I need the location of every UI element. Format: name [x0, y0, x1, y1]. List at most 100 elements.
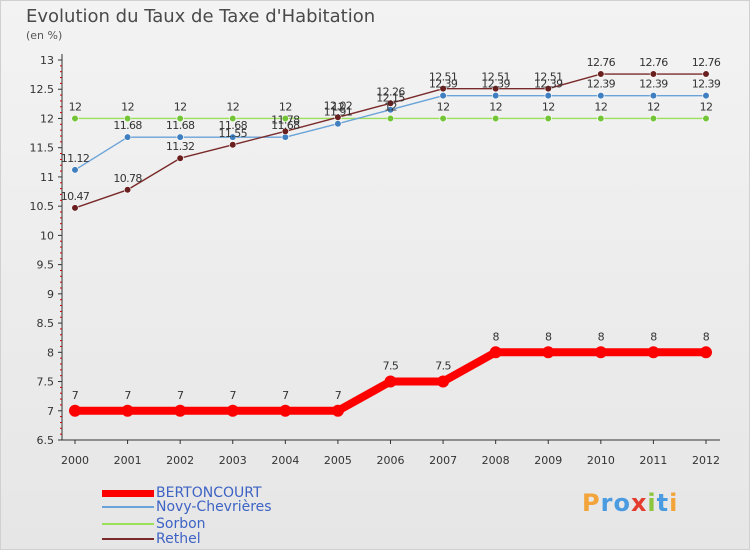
- point-sorbon: [544, 114, 552, 123]
- point-bertoncourt: [437, 375, 450, 388]
- legend-swatch-bertoncourt: [102, 489, 154, 497]
- data-label-sorbon: 12: [594, 100, 607, 113]
- logo-letter: t: [656, 489, 670, 517]
- y-tick-label: 9: [47, 288, 54, 301]
- point-sorbon: [597, 114, 605, 123]
- point-bertoncourt: [226, 404, 239, 417]
- y-tick-label: 13: [40, 54, 54, 67]
- y-tick-label: 11.5: [30, 142, 55, 155]
- point-rethel: [649, 70, 658, 78]
- point-rethel: [439, 85, 447, 93]
- point-sorbon: [702, 114, 710, 123]
- point-bertoncourt: [384, 375, 397, 388]
- data-label-bertoncourt: 8: [492, 330, 499, 343]
- data-label-sorbon: 12: [700, 100, 713, 113]
- point-bertoncourt: [69, 404, 81, 417]
- legend-item-sorbon[interactable]: Sorbon: [102, 516, 206, 532]
- data-label-novy-chevri-res: 12.39: [692, 78, 721, 91]
- point-rethel: [71, 204, 79, 212]
- logo-letter: o: [613, 489, 631, 517]
- series-layer: [69, 70, 712, 417]
- x-tick-label: 2008: [482, 454, 510, 467]
- legend-swatch-rethel: [102, 538, 154, 540]
- point-rethel: [229, 141, 237, 149]
- data-label-sorbon: 12: [647, 100, 660, 113]
- y-tick-label: 8: [47, 346, 54, 359]
- point-sorbon: [492, 114, 500, 123]
- data-label-bertoncourt: 8: [545, 330, 552, 343]
- point-rethel: [176, 154, 184, 162]
- x-tick-label: 2005: [324, 454, 352, 467]
- data-label-novy-chevri-res: 11.91: [324, 106, 353, 119]
- data-label-sorbon: 12: [279, 100, 292, 113]
- data-label-novy-chevri-res: 12.39: [587, 78, 616, 91]
- y-tick-label: 7.5: [37, 376, 55, 389]
- data-label-sorbon: 12: [174, 100, 187, 113]
- legend-item-bertoncourt[interactable]: BERTONCOURT: [102, 485, 262, 501]
- data-label-sorbon: 12: [69, 100, 82, 113]
- data-label-sorbon: 12: [437, 100, 450, 113]
- point-rethel: [123, 186, 132, 194]
- x-tick-label: 2010: [587, 454, 615, 467]
- point-rethel: [492, 85, 500, 93]
- y-tick-label: 8.5: [37, 317, 55, 330]
- point-sorbon: [281, 114, 289, 123]
- logo-letter: x: [630, 489, 648, 517]
- point-bertoncourt: [174, 404, 187, 417]
- logo-letter: P: [582, 489, 601, 517]
- data-label-novy-chevri-res: 11.68: [271, 119, 300, 132]
- point-novy-chevri-res: [123, 133, 132, 141]
- y-tick-label: 6.5: [37, 434, 55, 447]
- y-tick-label: 9.5: [37, 259, 55, 272]
- data-label-rethel: 11.55: [219, 127, 248, 140]
- data-label-rethel: 11.32: [166, 140, 195, 153]
- y-tick-label: 10: [40, 229, 54, 242]
- data-label-bertoncourt: 8: [598, 330, 605, 343]
- legend-item-rethel[interactable]: Rethel: [102, 531, 201, 547]
- data-label-rethel: 12.76: [587, 56, 616, 69]
- point-novy-chevri-res: [71, 166, 79, 174]
- data-label-novy-chevri-res: 12.39: [639, 78, 668, 91]
- y-tick-label: 12.5: [30, 83, 55, 96]
- data-label-rethel: 12.76: [639, 56, 668, 69]
- data-label-rethel: 12.51: [534, 71, 563, 84]
- legend-swatch-novy-chevrieres: [102, 506, 154, 508]
- axes: 6.5 7 7.5 8 8.5 9 9.5 10 10.5 11 11.5 12 12.5 13 2000 2…: [30, 54, 720, 467]
- data-label-novy-chevri-res: 11.12: [61, 152, 90, 165]
- point-novy-chevri-res: [492, 92, 500, 100]
- point-bertoncourt: [121, 404, 134, 417]
- point-sorbon: [123, 114, 132, 123]
- data-label-bertoncourt: 8: [703, 330, 710, 343]
- point-rethel: [702, 70, 710, 78]
- data-label-rethel: 12.76: [692, 56, 721, 69]
- data-label-novy-chevri-res: 12.39: [481, 78, 510, 91]
- data-label-rethel: 12.51: [481, 71, 510, 84]
- x-tick-label: 2000: [61, 454, 89, 467]
- legend-swatch-sorbon: [102, 523, 154, 525]
- point-rethel: [386, 99, 395, 107]
- chart-title: Evolution du Taux de Taxe d'Habitation: [26, 6, 376, 27]
- data-label-bertoncourt: 7.5: [435, 360, 451, 373]
- point-bertoncourt: [594, 346, 607, 359]
- logo-letter: i: [669, 489, 679, 517]
- point-rethel: [334, 113, 342, 121]
- point-novy-chevri-res: [176, 133, 184, 141]
- legend-label-novy-chevrieres: Novy-Chevrières: [156, 499, 272, 515]
- x-tick-label: 2004: [271, 454, 299, 467]
- point-sorbon: [649, 114, 658, 123]
- y-tick-label: 7: [47, 405, 54, 418]
- point-sorbon: [229, 114, 237, 123]
- data-label-novy-chevri-res: 11.68: [166, 119, 195, 132]
- x-tick-label: 2001: [114, 454, 142, 467]
- data-label-rethel: 10.78: [113, 172, 142, 185]
- point-bertoncourt: [542, 346, 555, 359]
- x-tick-label: 2009: [534, 454, 562, 467]
- legend-item-novy-chevrieres[interactable]: Novy-Chevrières: [102, 499, 272, 515]
- point-novy-chevri-res: [439, 92, 447, 100]
- data-label-rethel: 12.51: [429, 71, 458, 84]
- data-label-bertoncourt: 8: [650, 330, 657, 343]
- point-novy-chevri-res: [334, 120, 342, 128]
- data-label-rethel: 12.26: [376, 85, 405, 98]
- y-tick-label: 10.5: [30, 200, 55, 213]
